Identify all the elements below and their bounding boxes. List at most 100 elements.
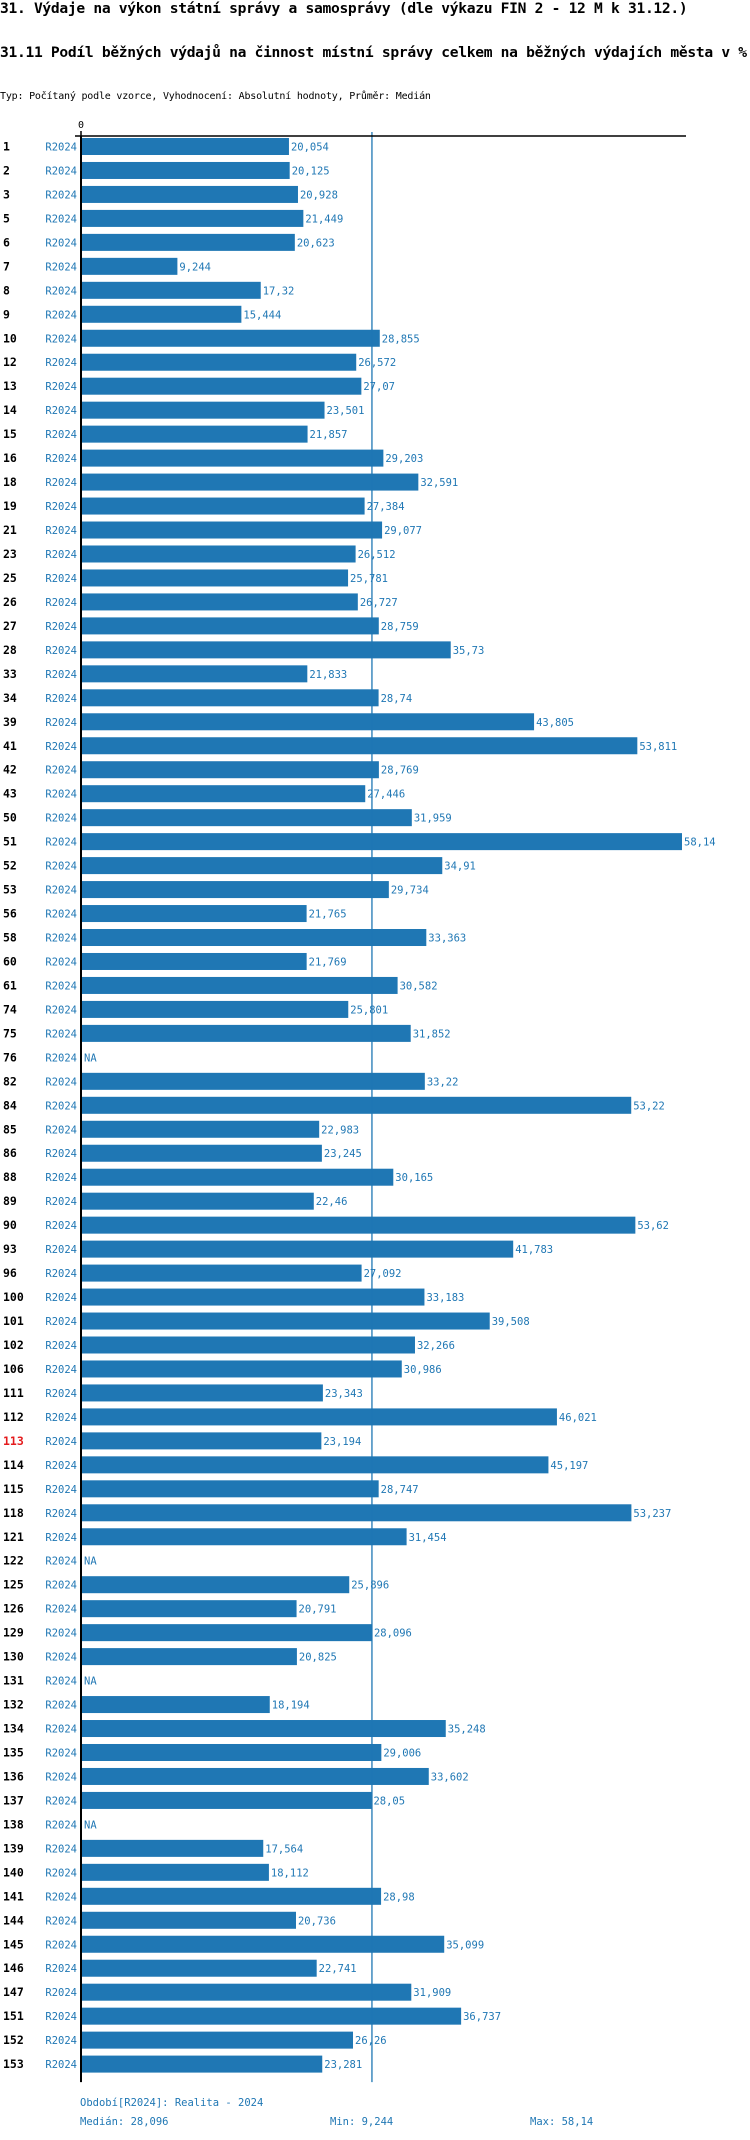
- bar[interactable]: [82, 1408, 557, 1426]
- bar[interactable]: [82, 1839, 264, 1857]
- bar[interactable]: [82, 377, 362, 395]
- bar[interactable]: [82, 1791, 372, 1809]
- row-period-label: R2024: [45, 1652, 77, 1664]
- row-label: 12: [3, 355, 17, 369]
- row-period-label: R2024: [45, 2035, 77, 2047]
- bar[interactable]: [82, 1863, 269, 1881]
- row-period-label: R2024: [45, 477, 77, 489]
- bar[interactable]: [82, 497, 365, 515]
- bar[interactable]: [82, 545, 356, 563]
- row-period-label: R2024: [45, 1076, 77, 1088]
- bar[interactable]: [82, 521, 383, 539]
- bar[interactable]: [82, 425, 308, 443]
- value-label: NA: [84, 1556, 97, 1568]
- bar[interactable]: [82, 1192, 314, 1210]
- bar[interactable]: [82, 329, 380, 347]
- bar[interactable]: [82, 1384, 323, 1402]
- bar[interactable]: [82, 138, 289, 155]
- bar[interactable]: [82, 929, 427, 947]
- bar[interactable]: [82, 833, 682, 851]
- bar[interactable]: [82, 257, 178, 275]
- bar[interactable]: [82, 2007, 462, 2025]
- bar[interactable]: [82, 1456, 549, 1474]
- row-label: 33: [3, 667, 17, 681]
- bar[interactable]: [82, 1648, 297, 1666]
- bar[interactable]: [82, 185, 298, 203]
- bar[interactable]: [82, 281, 261, 299]
- bar[interactable]: [82, 1743, 382, 1761]
- row-period-label: R2024: [45, 1556, 77, 1568]
- bar[interactable]: [82, 1312, 490, 1330]
- row-period-label: R2024: [45, 1388, 77, 1400]
- row-label: 113: [3, 1434, 24, 1448]
- bar[interactable]: [82, 689, 379, 707]
- bar[interactable]: [82, 1120, 320, 1138]
- bar[interactable]: [82, 1480, 379, 1498]
- row-label: 131: [3, 1674, 24, 1688]
- row-period-label: R2024: [45, 285, 77, 297]
- bar[interactable]: [82, 1983, 412, 2001]
- bar[interactable]: [82, 1024, 411, 1042]
- value-label: 26,512: [358, 549, 396, 561]
- bar[interactable]: [82, 1887, 382, 1905]
- bar[interactable]: [82, 1600, 297, 1618]
- row-label: 130: [3, 1650, 24, 1664]
- bar[interactable]: [82, 449, 384, 467]
- bar[interactable]: [82, 617, 379, 635]
- row-period-label: R2024: [45, 621, 77, 633]
- bar[interactable]: [82, 1072, 425, 1090]
- bar[interactable]: [82, 1696, 270, 1714]
- bar[interactable]: [82, 737, 638, 755]
- bar[interactable]: [82, 353, 357, 371]
- bar[interactable]: [82, 593, 358, 611]
- bar[interactable]: [82, 1264, 362, 1282]
- bar[interactable]: [82, 976, 398, 994]
- bar[interactable]: [82, 401, 325, 419]
- bar[interactable]: [82, 809, 412, 827]
- bar[interactable]: [82, 785, 366, 803]
- bar[interactable]: [82, 1240, 514, 1258]
- bar[interactable]: [82, 569, 349, 587]
- bar[interactable]: [82, 641, 451, 659]
- bar[interactable]: [82, 1336, 415, 1354]
- bar[interactable]: [82, 857, 443, 875]
- bar[interactable]: [82, 1504, 632, 1522]
- bar[interactable]: [82, 1935, 445, 1953]
- bar[interactable]: [82, 952, 307, 970]
- row-label: 1: [3, 140, 10, 154]
- bar[interactable]: [82, 1360, 402, 1378]
- bar[interactable]: [82, 665, 308, 683]
- bar[interactable]: [82, 1144, 322, 1162]
- bar[interactable]: [82, 1528, 407, 1546]
- bar[interactable]: [82, 761, 379, 779]
- bar[interactable]: [82, 1911, 296, 1929]
- bar[interactable]: [82, 1216, 636, 1234]
- row-label: 75: [3, 1026, 17, 1040]
- bar[interactable]: [82, 161, 290, 179]
- bar[interactable]: [82, 1959, 317, 1977]
- bar[interactable]: [82, 2031, 354, 2049]
- value-label: 28,759: [381, 621, 419, 633]
- bar[interactable]: [82, 209, 304, 227]
- bar[interactable]: [82, 1720, 446, 1738]
- row-period-label: R2024: [45, 429, 77, 441]
- bar[interactable]: [82, 1288, 425, 1306]
- bar[interactable]: [82, 1096, 632, 1114]
- bar[interactable]: [82, 473, 419, 491]
- bar[interactable]: [82, 1432, 322, 1450]
- bar[interactable]: [82, 881, 389, 899]
- bar[interactable]: [82, 713, 535, 731]
- bar[interactable]: [82, 305, 242, 323]
- bar[interactable]: [82, 1000, 349, 1018]
- value-label: 27,384: [367, 501, 405, 513]
- row-period-label: R2024: [45, 525, 77, 537]
- row-period-label: R2024: [45, 1819, 77, 1831]
- bar[interactable]: [82, 2055, 323, 2073]
- bar[interactable]: [82, 233, 295, 251]
- bar[interactable]: [82, 905, 307, 923]
- bar[interactable]: [82, 1168, 394, 1186]
- bar[interactable]: [82, 1624, 372, 1642]
- bar[interactable]: [82, 1576, 350, 1594]
- bar[interactable]: [82, 1767, 429, 1785]
